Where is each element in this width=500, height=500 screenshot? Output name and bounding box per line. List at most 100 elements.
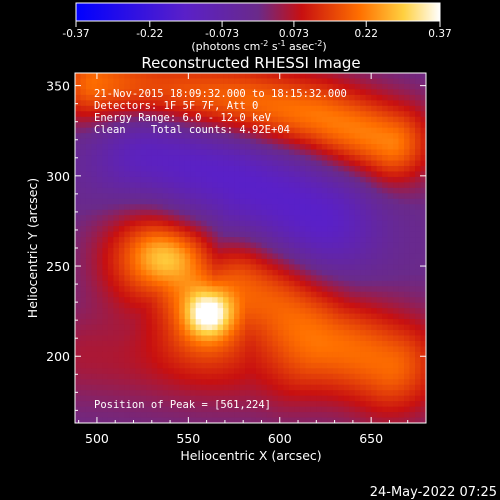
heatmap-cell — [113, 373, 120, 380]
heatmap-cell — [184, 297, 191, 304]
heatmap-cell — [85, 297, 92, 304]
heatmap-cell — [354, 138, 361, 145]
heatmap-cell — [409, 264, 416, 271]
heatmap-cell — [135, 319, 142, 325]
heatmap-cell — [409, 297, 416, 304]
heatmap-cell — [190, 324, 197, 331]
heatmap-cell — [294, 138, 301, 145]
heatmap-cell — [288, 122, 295, 129]
heatmap-cell — [113, 291, 120, 298]
heatmap-cell — [305, 182, 312, 189]
heatmap-cell — [294, 226, 301, 232]
heatmap-cell — [124, 330, 131, 336]
heatmap-cell — [415, 83, 421, 90]
heatmap-cell — [387, 286, 394, 293]
heatmap-cell — [173, 319, 180, 325]
heatmap-cell — [409, 357, 416, 364]
heatmap-cell — [310, 127, 317, 134]
heatmap-cell — [299, 362, 306, 369]
heatmap-cell — [212, 89, 218, 96]
heatmap-cell — [332, 165, 339, 172]
heatmap-cell — [376, 204, 383, 211]
heatmap-cell — [217, 346, 224, 353]
heatmap-cell — [393, 182, 399, 189]
heatmap-cell — [371, 237, 378, 243]
heatmap-cell — [118, 253, 125, 260]
heatmap-cell — [376, 346, 383, 353]
heatmap-cell — [80, 401, 87, 407]
heatmap-cell — [190, 340, 197, 347]
heatmap-cell — [332, 89, 339, 96]
heatmap-cell — [415, 248, 421, 254]
heatmap-cell — [327, 105, 334, 112]
heatmap-cell — [102, 155, 109, 161]
heatmap-cell — [96, 193, 103, 200]
heatmap-cell — [102, 176, 109, 183]
heatmap-cell — [146, 412, 153, 418]
heatmap-cell — [212, 116, 218, 123]
heatmap-cell — [75, 357, 81, 364]
heatmap-cell — [354, 390, 361, 397]
heatmap-cell — [332, 171, 339, 178]
heatmap-cell — [382, 176, 389, 183]
heatmap-cell — [305, 335, 312, 342]
heatmap-cell — [118, 215, 125, 222]
heatmap-cell — [234, 94, 240, 101]
heatmap-cell — [283, 89, 290, 96]
heatmap-cell — [310, 133, 317, 140]
heatmap-cell — [206, 83, 213, 90]
heatmap-cell — [239, 111, 246, 118]
heatmap-cell — [371, 384, 378, 391]
heatmap-cell — [338, 94, 345, 101]
heatmap-cell — [398, 291, 405, 298]
heatmap-cell — [387, 384, 394, 391]
heatmap-cell — [96, 319, 103, 325]
heatmap-cell — [398, 215, 405, 222]
heatmap-cell — [371, 138, 378, 145]
heatmap-cell — [245, 406, 251, 413]
heatmap-cell — [217, 78, 224, 85]
heatmap-cell — [113, 78, 120, 85]
heatmap-cell — [415, 280, 421, 287]
heatmap-cell — [299, 297, 306, 304]
heatmap-cell — [387, 406, 394, 413]
heatmap-cell — [299, 319, 306, 325]
heatmap-cell — [245, 324, 251, 331]
heatmap-cell — [91, 133, 98, 140]
heatmap-cell — [129, 105, 136, 112]
heatmap-cell — [179, 149, 186, 156]
heatmap-cell — [113, 297, 120, 304]
heatmap-cell — [310, 242, 317, 249]
heatmap-cell — [360, 100, 367, 107]
heatmap-cell — [190, 138, 197, 145]
heatmap-cell — [354, 280, 361, 287]
heatmap-cell — [393, 83, 399, 90]
heatmap-cell — [338, 324, 345, 331]
heatmap-cell — [96, 231, 103, 238]
heatmap-cell — [245, 160, 251, 167]
heatmap-cell — [360, 346, 367, 353]
heatmap-cell — [85, 215, 92, 222]
heatmap-cell — [162, 286, 169, 293]
heatmap-cell — [135, 149, 142, 156]
heatmap-cell — [343, 171, 350, 178]
heatmap-cell — [223, 182, 229, 189]
heatmap-cell — [124, 94, 131, 101]
heatmap-cell — [206, 264, 213, 271]
heatmap-cell — [162, 122, 169, 129]
heatmap-cell — [316, 155, 323, 161]
heatmap-cell — [404, 231, 410, 238]
heatmap-cell — [299, 160, 306, 167]
heatmap-cell — [343, 286, 350, 293]
heatmap-cell — [288, 155, 295, 161]
heatmap-cell — [294, 133, 301, 140]
heatmap-cell — [283, 198, 290, 205]
heatmap-cell — [409, 187, 416, 194]
heatmap-cell — [113, 258, 120, 265]
heatmap-cell — [151, 89, 158, 96]
heatmap-cell — [360, 105, 367, 112]
heatmap-cell — [283, 390, 290, 397]
heatmap-cell — [409, 269, 416, 276]
heatmap-cell — [179, 73, 186, 79]
heatmap-cell — [129, 100, 136, 107]
